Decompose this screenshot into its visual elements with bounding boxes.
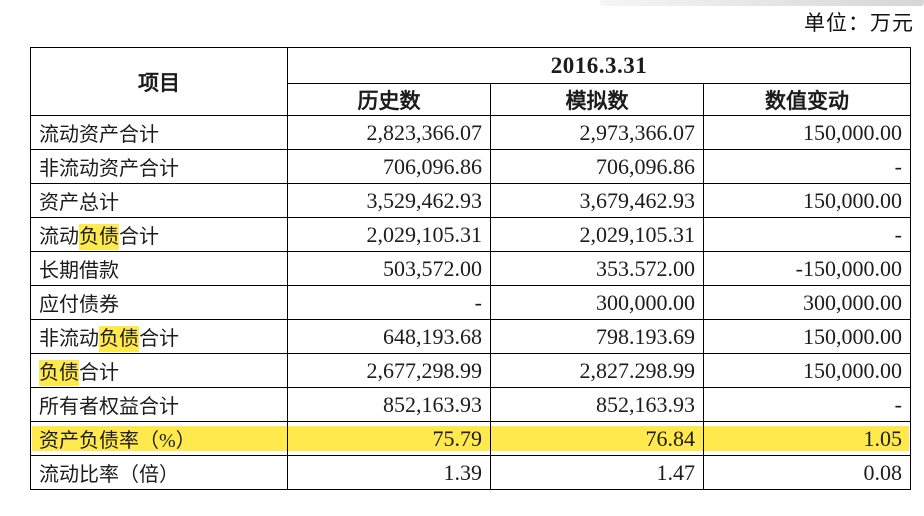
row-label: 流动资产合计 [30, 115, 288, 150]
table-row: 资产负债率（%） 75.79 76.84 1.05 [30, 421, 911, 456]
historical-value: 1.39 [287, 455, 491, 490]
historical-value: 2,029,105.31 [287, 217, 491, 252]
change-value: 150,000.00 [703, 319, 911, 354]
label-text: 长期借款 [39, 260, 119, 282]
simulated-value: 2,827.298.99 [490, 353, 704, 388]
simulated-value: 300,000.00 [490, 285, 704, 320]
label-text: 流动比率（倍） [39, 464, 179, 486]
row-label: 长期借款 [30, 251, 288, 286]
row-label: 流动负债合计 [30, 217, 288, 252]
balance-sheet-table: 项目 2016.3.31 历史数 模拟数 数值变动 流动资产合计 2,823,36… [30, 47, 911, 490]
row-label: 应付债券 [30, 285, 288, 320]
label-text: 流动资产合计 [39, 124, 159, 146]
label-text: 合计 [119, 226, 159, 248]
historical-value: 706,096.86 [287, 149, 491, 184]
historical-value: 503,572.00 [287, 251, 491, 286]
label-text: 合计 [139, 328, 179, 350]
table-row: 资产总计 3,529,462.93 3,679,462.93 150,000.00 [30, 183, 911, 218]
change-value: 1.05 [703, 421, 911, 456]
change-value: - [703, 217, 911, 252]
simulated-value: 706,096.86 [490, 149, 704, 184]
label-text: 应付债券 [39, 294, 119, 316]
label-text: 非流动 [39, 328, 99, 350]
table-row: 长期借款 503,572.00 353.572.00 -150,000.00 [30, 251, 911, 286]
header-simulated: 模拟数 [490, 83, 704, 116]
row-label: 流动比率（倍） [30, 455, 288, 490]
historical-value: 2,823,366.07 [287, 115, 491, 150]
simulated-value: 353.572.00 [490, 251, 704, 286]
row-label: 非流动负债合计 [30, 319, 288, 354]
change-value: 150,000.00 [703, 115, 911, 150]
header-historical: 历史数 [287, 83, 491, 116]
label-text: 流动 [39, 226, 79, 248]
table-row: 负债合计 2,677,298.99 2,827.298.99 150,000.00 [30, 353, 911, 388]
highlighted-text: 负债 [79, 224, 119, 250]
label-text: 所有者权益合计 [39, 396, 179, 418]
historical-value: 2,677,298.99 [287, 353, 491, 388]
row-label: 所有者权益合计 [30, 387, 288, 422]
simulated-value: 76.84 [490, 421, 704, 456]
scan-edge-artifact [600, 0, 924, 6]
simulated-value: 3,679,462.93 [490, 183, 704, 218]
table-row: 流动比率（倍） 1.39 1.47 0.08 [30, 455, 911, 490]
label-text: 非流动资产合计 [39, 158, 179, 180]
historical-value: 75.79 [287, 421, 491, 456]
table-row: 非流动资产合计 706,096.86 706,096.86- [30, 149, 911, 184]
unit-label: 单位：万元 [804, 11, 914, 35]
table-row: 流动资产合计 2,823,366.07 2,973,366.07 150,000.00 [30, 115, 911, 150]
simulated-value: 798.193.69 [490, 319, 704, 354]
change-value: 0.08 [703, 455, 911, 490]
change-value: 150,000.00 [703, 183, 911, 218]
table-row: 非流动负债合计 648,193.68 798.193.69 150,000.00 [30, 319, 911, 354]
row-label: 非流动资产合计 [30, 149, 288, 184]
simulated-value: 852,163.93 [490, 387, 704, 422]
change-value: 300,000.00 [703, 285, 911, 320]
highlighted-text: 负债 [39, 360, 79, 386]
historical-value: 852,163.93 [287, 387, 491, 422]
historical-value: 648,193.68 [287, 319, 491, 354]
table-row: 所有者权益合计 852,163.93 852,163.93- [30, 387, 911, 422]
label-text: 合计 [79, 362, 119, 384]
header-change: 数值变动 [703, 83, 911, 116]
header-item: 项目 [30, 47, 288, 116]
row-label: 资产总计 [30, 183, 288, 218]
simulated-value: 1.47 [490, 455, 704, 490]
historical-value: 3,529,462.93 [287, 183, 491, 218]
change-value: - [703, 387, 911, 422]
row-label: 资产负债率（%） [30, 421, 288, 456]
historical-value: - [287, 285, 491, 320]
change-value: - [703, 149, 911, 184]
label-text: 资产负债率（%） [39, 430, 196, 452]
header-date: 2016.3.31 [287, 47, 911, 84]
simulated-value: 2,973,366.07 [490, 115, 704, 150]
table-header-row-sub: 历史数 模拟数 数值变动 [31, 83, 911, 116]
change-value: 150,000.00 [703, 353, 911, 388]
highlighted-text: 负债 [99, 326, 139, 352]
table-header-row-date: 项目 2016.3.31 [30, 47, 911, 116]
label-text: 资产总计 [39, 192, 119, 214]
change-value: -150,000.00 [703, 251, 911, 286]
simulated-value: 2,029,105.31 [490, 217, 704, 252]
table-row: 流动负债合计 2,029,105.31 2,029,105.31- [30, 217, 911, 252]
row-label: 负债合计 [30, 353, 288, 388]
table-row: 应付债券 -300,000.00 300,000.00 [30, 285, 911, 320]
